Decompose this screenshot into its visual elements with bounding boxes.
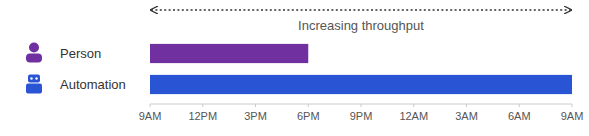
x-tick-label: 12PM <box>188 110 217 122</box>
category-label: Person <box>60 46 101 61</box>
x-tick-label: 9AM <box>139 110 162 122</box>
icon <box>26 84 42 94</box>
x-tick <box>413 104 414 107</box>
x-tick-label: 3AM <box>455 110 478 122</box>
icon <box>35 77 37 79</box>
x-tick <box>572 104 573 107</box>
icon <box>26 54 42 63</box>
x-tick-label: 12AM <box>399 110 428 122</box>
icon <box>28 75 40 83</box>
x-tick-label: 9PM <box>350 110 373 122</box>
chart: Increasing throughput Person Automation 9AM… <box>0 0 589 136</box>
bar <box>150 75 572 94</box>
icon <box>30 77 32 79</box>
x-tick <box>519 104 520 107</box>
x-tick <box>255 104 256 107</box>
x-tick <box>308 104 309 107</box>
x-tick <box>361 104 362 107</box>
x-tick <box>466 104 467 107</box>
x-tick-label: 6AM <box>508 110 531 122</box>
range-arrow <box>151 9 571 10</box>
x-tick <box>150 104 151 107</box>
title: Increasing throughput <box>298 18 424 33</box>
bars <box>150 44 572 94</box>
icon <box>29 43 39 53</box>
x-tick-label: 3PM <box>244 110 267 122</box>
bar <box>150 44 308 63</box>
x-tick <box>202 104 203 107</box>
category-label: Automation <box>60 77 126 92</box>
x-tick-label: 6PM <box>297 110 320 122</box>
x-tick-label: 9AM <box>561 110 584 122</box>
